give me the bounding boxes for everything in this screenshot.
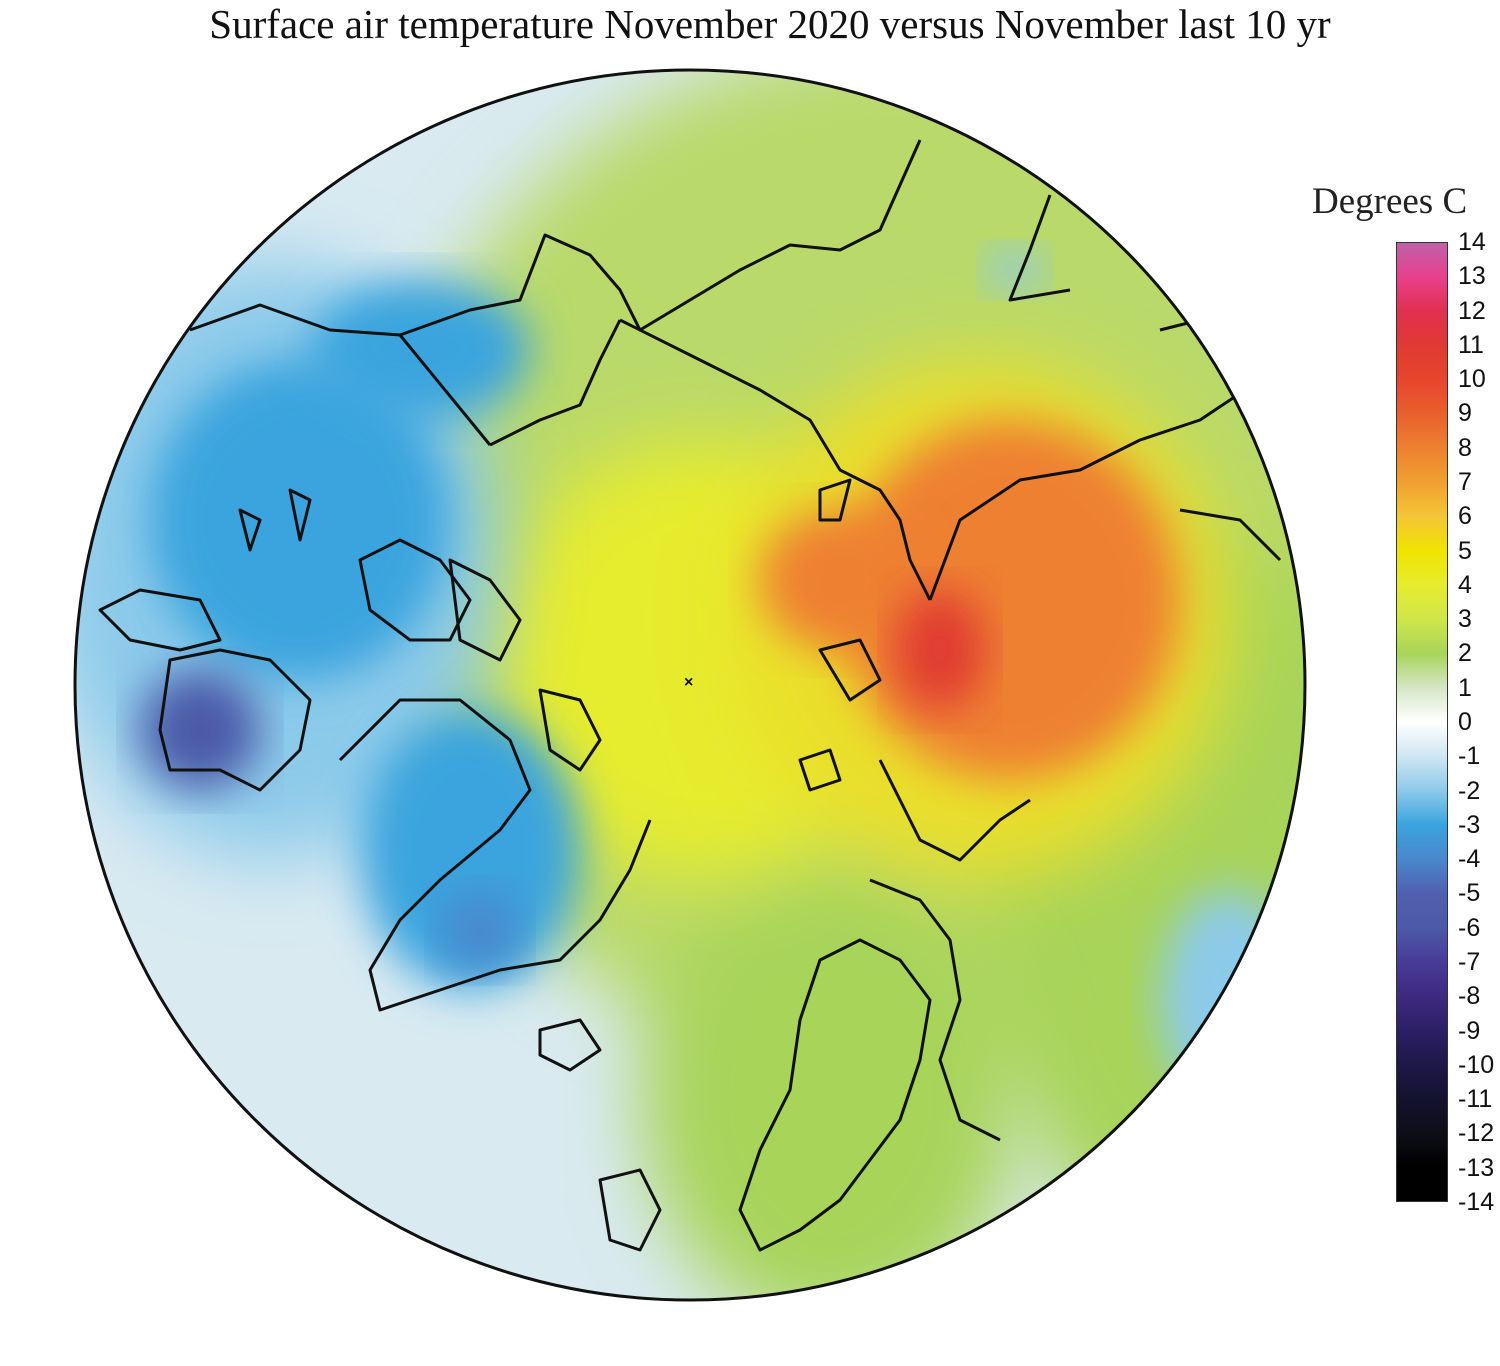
legend-tick-label: -7 <box>1458 948 1481 976</box>
page-title: Surface air temperature November 2020 ve… <box>209 1 1331 47</box>
north-pole-marker: × <box>684 674 693 691</box>
legend-tick-label: 13 <box>1458 262 1486 291</box>
legend-tick-label: -5 <box>1458 879 1481 908</box>
legend-tick-label: 9 <box>1458 399 1472 428</box>
legend-tick-label: -4 <box>1458 845 1481 874</box>
legend-tick-label: 2 <box>1458 639 1472 668</box>
legend-tick-label: -2 <box>1458 776 1481 805</box>
legend-tick-label: -12 <box>1458 1119 1495 1148</box>
legend-title: Degrees C <box>1312 181 1468 222</box>
legend-tick-labels: 14 13 12 11 10 9 8 7 6 5 4 3 2 1 0 -1 -2 -3 -4 -5 -6 -7 -8 -9 -1… <box>1458 229 1500 1215</box>
legend-tick-label: 12 <box>1458 296 1486 325</box>
legend-tick-label: 14 <box>1458 228 1486 256</box>
legend-tick-label: 3 <box>1458 605 1472 634</box>
legend-tick-label: -11 <box>1458 1085 1493 1114</box>
legend-tick-label: 6 <box>1458 502 1472 531</box>
legend-tick-label: 5 <box>1458 536 1472 565</box>
map-border <box>73 68 1307 1302</box>
legend-tick-label: 8 <box>1458 433 1472 462</box>
legend-tick-label: 11 <box>1458 330 1484 359</box>
temperature-field <box>75 70 1305 1300</box>
legend-tick-label: 0 <box>1458 708 1472 736</box>
legend-tick-label: 4 <box>1458 570 1472 599</box>
legend-tick-label: 7 <box>1458 468 1472 496</box>
legend-tick-label: -3 <box>1458 810 1481 839</box>
legend-tick-label: 1 <box>1458 673 1472 702</box>
legend-tick-label: -13 <box>1458 1153 1495 1182</box>
legend-tick-label: -14 <box>1458 1188 1495 1216</box>
legend-tick-label: -8 <box>1458 982 1481 1011</box>
legend-tick-label: -10 <box>1458 1050 1495 1079</box>
legend-tick-label: 10 <box>1458 365 1486 394</box>
legend-tick-label: -6 <box>1458 913 1481 942</box>
legend-tick-label: -1 <box>1458 742 1481 771</box>
color-scale-bar <box>1396 242 1448 1202</box>
legend-tick-label: -9 <box>1458 1016 1481 1045</box>
